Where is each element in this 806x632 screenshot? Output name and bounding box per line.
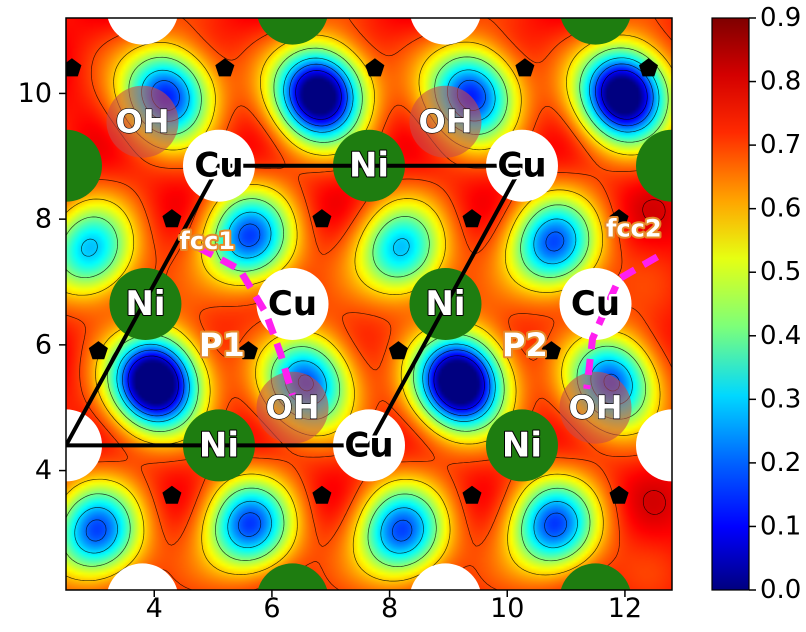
y-tick-label: 10 (18, 78, 52, 109)
colorbar-tick-label: 0.6 (760, 194, 801, 224)
pentagon-marker (515, 58, 535, 77)
diffusion-paths (196, 244, 660, 397)
colorbar-tick-label: 0.5 (760, 257, 801, 287)
colorbar-tick-label: 0.4 (760, 321, 801, 351)
pentagon-marker (88, 341, 108, 360)
pentagon-marker (609, 485, 629, 504)
y-tick-label: 4 (35, 455, 52, 486)
path-label-p1: P1 (199, 326, 245, 364)
pentagon-marker (639, 58, 658, 77)
pentagon-marker (541, 341, 561, 360)
colorbar-tick-label: 0.0 (760, 575, 801, 605)
cu-label: Cu (497, 146, 546, 186)
x-tick-label: 4 (146, 593, 163, 624)
cu-edge-atom (636, 409, 672, 482)
pentagon-markers (66, 58, 658, 504)
pentagon-marker (388, 341, 408, 360)
y-tick-label: 8 (35, 204, 52, 235)
x-tick-label: 6 (263, 593, 280, 624)
unit-cell (66, 163, 526, 448)
pentagon-marker (312, 209, 332, 228)
cu-edge-atom (410, 563, 481, 590)
colorbar-tick-label: 0.9 (760, 3, 801, 33)
colorbar-ticks: 0.0 0.1 0.2 0.3 0.4 0.5 0.6 0.7 0.8 0.9 (749, 3, 801, 605)
axes: 4 6 8 10 12 4 6 8 10 (18, 78, 642, 624)
plot-frame (65, 17, 673, 591)
pentagon-marker (215, 58, 235, 77)
pentagon-marker (66, 58, 82, 77)
path-label-p2: P2 (502, 326, 548, 364)
atom-labels: Cu Ni Cu OH OH Ni Cu Ni Cu OH OH Ni Cu Ni P1 P2 fcc1 fcc2 (115, 102, 664, 468)
ni-label: Ni (349, 146, 389, 186)
ni-label: Ni (502, 425, 542, 465)
site-label-fcc2: fcc2 (606, 215, 662, 243)
pentagon-marker (238, 341, 258, 360)
cu-edge-atom (107, 18, 178, 45)
diffusion-path-p2 (583, 253, 660, 390)
ni-edge-atom (636, 129, 672, 202)
oh-atom (409, 85, 482, 158)
cu-label: Cu (268, 284, 317, 324)
ni-edge-atom (560, 18, 631, 45)
colorbar-tick-label: 0.8 (760, 67, 801, 97)
colorbar-tick-label: 0.1 (760, 511, 801, 541)
diffusion-path-p1 (196, 244, 296, 397)
oh-label: OH (266, 389, 320, 427)
cu-label: Cu (194, 146, 243, 186)
oh-label: OH (569, 389, 623, 427)
ni-label: Ni (199, 425, 239, 465)
contour-line (85, 63, 654, 542)
oh-atom (559, 371, 632, 444)
ni-label: Ni (125, 284, 165, 324)
colorbar-tick-label: 0.3 (760, 384, 801, 414)
pentagon-marker (365, 58, 385, 77)
cu-atom (256, 268, 329, 340)
colorbar (711, 17, 750, 591)
pentagon-marker (162, 209, 182, 228)
pentagon-marker (462, 209, 482, 228)
cu-label: Cu (571, 284, 620, 324)
oh-label: OH (418, 103, 472, 141)
ni-atom (485, 409, 558, 482)
pentagon-marker (609, 209, 629, 228)
contour-line (127, 69, 648, 411)
contour-line (642, 199, 666, 515)
x-tick-label: 10 (490, 593, 524, 624)
ni-edge-atom (257, 18, 328, 45)
cu-label: Cu (344, 425, 393, 465)
pentagon-marker (312, 485, 332, 504)
unit-cell-outline (66, 163, 526, 448)
pentagon-marker (162, 485, 182, 504)
colorbar-tick-label: 0.7 (760, 130, 801, 160)
site-label-fcc1: fcc1 (179, 227, 235, 255)
colorbar-tick-label: 0.2 (760, 448, 801, 478)
oh-atom (106, 85, 179, 158)
x-tick-label: 8 (381, 593, 398, 624)
ni-edge-atom (257, 563, 328, 590)
ni-label: Ni (425, 284, 465, 324)
cu-edge-atom (107, 563, 178, 590)
ni-edge-atom (66, 129, 102, 202)
x-tick-label: 12 (608, 593, 642, 624)
ni-edge-atom (560, 563, 631, 590)
oh-atom (256, 371, 329, 444)
y-tick-label: 6 (35, 329, 52, 360)
cu-edge-atom (410, 18, 481, 45)
oh-label: OH (115, 103, 169, 141)
pentagon-marker (462, 485, 482, 504)
